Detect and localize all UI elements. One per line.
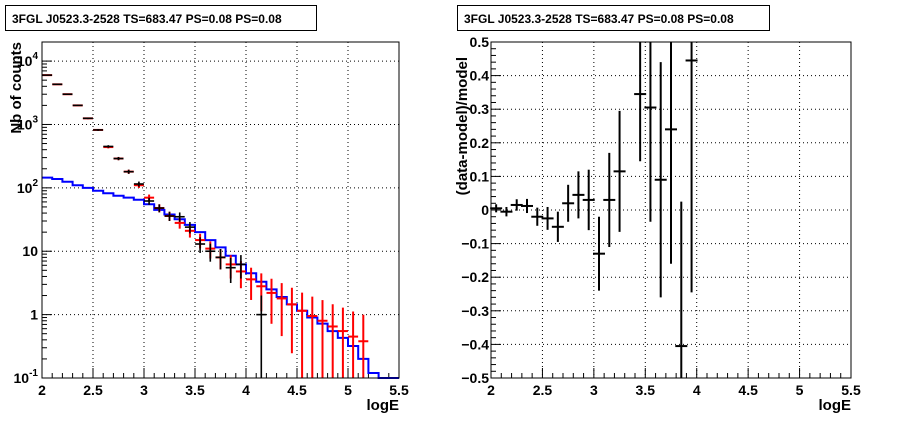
y-axis-label: (data-model)/model: [454, 57, 471, 195]
x-tick-label: 3.5: [185, 382, 205, 398]
x-tick-label: 2: [487, 382, 495, 398]
y-tick-label: 0.1: [470, 168, 490, 184]
y-tick-label: −0.4: [461, 336, 489, 352]
y-tick-label: 102: [17, 178, 39, 196]
residuals-chart: −0.5 −0.4 −0.3 −0.2 −0.1 0 0.1 0.2 0.3 0.4 0.5 2 2.5…: [454, 34, 861, 414]
x-tick-label: 5.5: [841, 382, 861, 398]
y-tick-label: 0.4: [470, 68, 490, 84]
y-tick-label: 103: [17, 114, 39, 132]
x-tick-label: 5: [796, 382, 804, 398]
right-panel: 3FGL J0523.3-2528 TS=683.47 PS=0.08 PS=0…: [449, 0, 898, 421]
x-tick-label: 4: [693, 382, 701, 398]
x-tick-label: 2.5: [83, 382, 103, 398]
left-plot-title: 3FGL J0523.3-2528 TS=683.47 PS=0.08 PS=0…: [5, 5, 317, 31]
x-tick-label: 2.5: [533, 382, 553, 398]
x-tick-label: 5.5: [389, 382, 409, 398]
source-model-step: [42, 176, 399, 379]
y-axis-label: Nb of counts: [8, 42, 25, 134]
right-plot-title: 3FGL J0523.3-2528 TS=683.47 PS=0.08 PS=0…: [457, 5, 770, 31]
y-tick-label: 104: [17, 51, 39, 69]
y-tick-label: −0.1: [461, 236, 489, 252]
x-tick-label: 3: [590, 382, 598, 398]
x-tick-label: 4: [242, 382, 250, 398]
plot-frame: [490, 41, 852, 379]
x-tick-label: 5: [344, 382, 352, 398]
x-axis-label: logE: [367, 397, 400, 414]
y-tick-label: 1: [30, 307, 38, 323]
y-tick-label: −0.5: [461, 370, 489, 386]
y-tick-label: 0.3: [470, 101, 490, 117]
y-tick-label: 10: [22, 243, 38, 259]
plot-frame: [41, 41, 400, 379]
plot-area: [42, 42, 399, 378]
y-tick-label: 0.5: [470, 34, 490, 50]
x-tick-label: 4.5: [287, 382, 307, 398]
x-tick-label: 2: [38, 382, 46, 398]
x-axis-label: logE: [819, 397, 852, 414]
x-tick-label: 3.5: [636, 382, 656, 398]
x-tick-label: 4.5: [738, 382, 758, 398]
x-tick-label: 3: [140, 382, 148, 398]
left-panel: 3FGL J0523.3-2528 TS=683.47 PS=0.08 PS=0…: [5, 5, 317, 31]
y-tick-label: −0.3: [461, 303, 489, 319]
y-tick-label: 0.2: [470, 135, 490, 151]
y-tick-label: 10-1: [14, 368, 39, 386]
y-tick-label: −0.2: [461, 269, 489, 285]
y-tick-label: 0: [481, 202, 489, 218]
